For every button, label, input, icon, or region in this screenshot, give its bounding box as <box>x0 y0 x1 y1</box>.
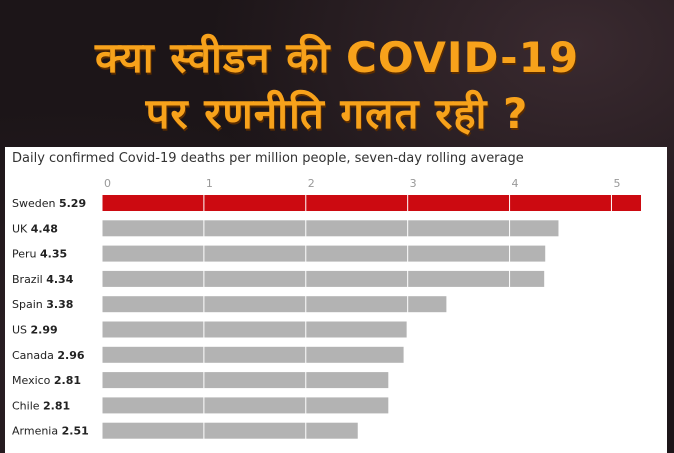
category-label-peru: Peru 4.35 <box>12 248 67 261</box>
bar-armenia <box>102 422 358 439</box>
category-name: UK <box>12 222 31 235</box>
tick-label-1: 1 <box>206 177 213 190</box>
tick-label-5: 5 <box>613 177 620 190</box>
value-label: 2.81 <box>54 374 81 387</box>
value-label: 4.48 <box>31 222 58 235</box>
category-label-mexico: Mexico 2.81 <box>12 374 81 387</box>
tick-label-4: 4 <box>512 177 519 190</box>
category-name: Canada <box>12 349 57 362</box>
category-name: Brazil <box>12 273 46 286</box>
chart-card: 0 1 2 3 4 5 Sweden 5.29 UK 4.48 Peru 4.35 Brazil … <box>5 147 667 453</box>
tick-label-2: 2 <box>308 177 315 190</box>
category-label-canada: Canada 2.96 <box>12 349 85 362</box>
bar-mexico <box>102 372 389 389</box>
category-label-sweden: Sweden 5.29 <box>12 197 86 210</box>
bar-brazil <box>102 270 545 287</box>
category-name: Armenia <box>12 425 62 438</box>
bar-canada <box>102 346 404 363</box>
category-label-armenia: Armenia 2.51 <box>12 425 89 438</box>
bar-sweden <box>102 195 641 211</box>
value-label: 3.38 <box>46 298 73 311</box>
category-label-chile: Chile 2.81 <box>12 399 70 412</box>
chart-title: Daily confirmed Covid-19 deaths per mill… <box>12 151 524 166</box>
category-label-us: US 2.99 <box>12 324 58 337</box>
bar-uk <box>102 220 559 237</box>
category-name: US <box>12 324 31 337</box>
category-name: Spain <box>12 298 46 311</box>
headline: क्या स्वीडन की COVID-19 पर रणनीति गलत रह… <box>0 30 674 142</box>
headline-line-1: क्या स्वीडन की COVID-19 <box>94 33 580 82</box>
value-label: 4.34 <box>46 273 73 286</box>
bar-us <box>102 321 407 338</box>
value-label: 4.35 <box>40 248 67 261</box>
category-name: Mexico <box>12 374 54 387</box>
category-label-spain: Spain 3.38 <box>12 298 73 311</box>
tick-label-3: 3 <box>410 177 417 190</box>
category-name: Chile <box>12 399 43 412</box>
bar-peru <box>102 245 546 262</box>
value-label: 2.99 <box>31 324 58 337</box>
tick-label-0: 0 <box>104 177 111 190</box>
category-name: Peru <box>12 248 40 261</box>
category-label-brazil: Brazil 4.34 <box>12 273 74 286</box>
category-label-uk: UK 4.48 <box>12 222 58 235</box>
bar-chile <box>102 397 389 414</box>
bar-spain <box>102 296 447 313</box>
value-label: 5.29 <box>59 197 86 210</box>
value-label: 2.96 <box>57 349 84 362</box>
value-label: 2.81 <box>43 399 70 412</box>
value-label: 2.51 <box>62 425 89 438</box>
category-name: Sweden <box>12 197 59 210</box>
headline-line-2: पर रणनीति गलत रही ? <box>145 89 529 138</box>
